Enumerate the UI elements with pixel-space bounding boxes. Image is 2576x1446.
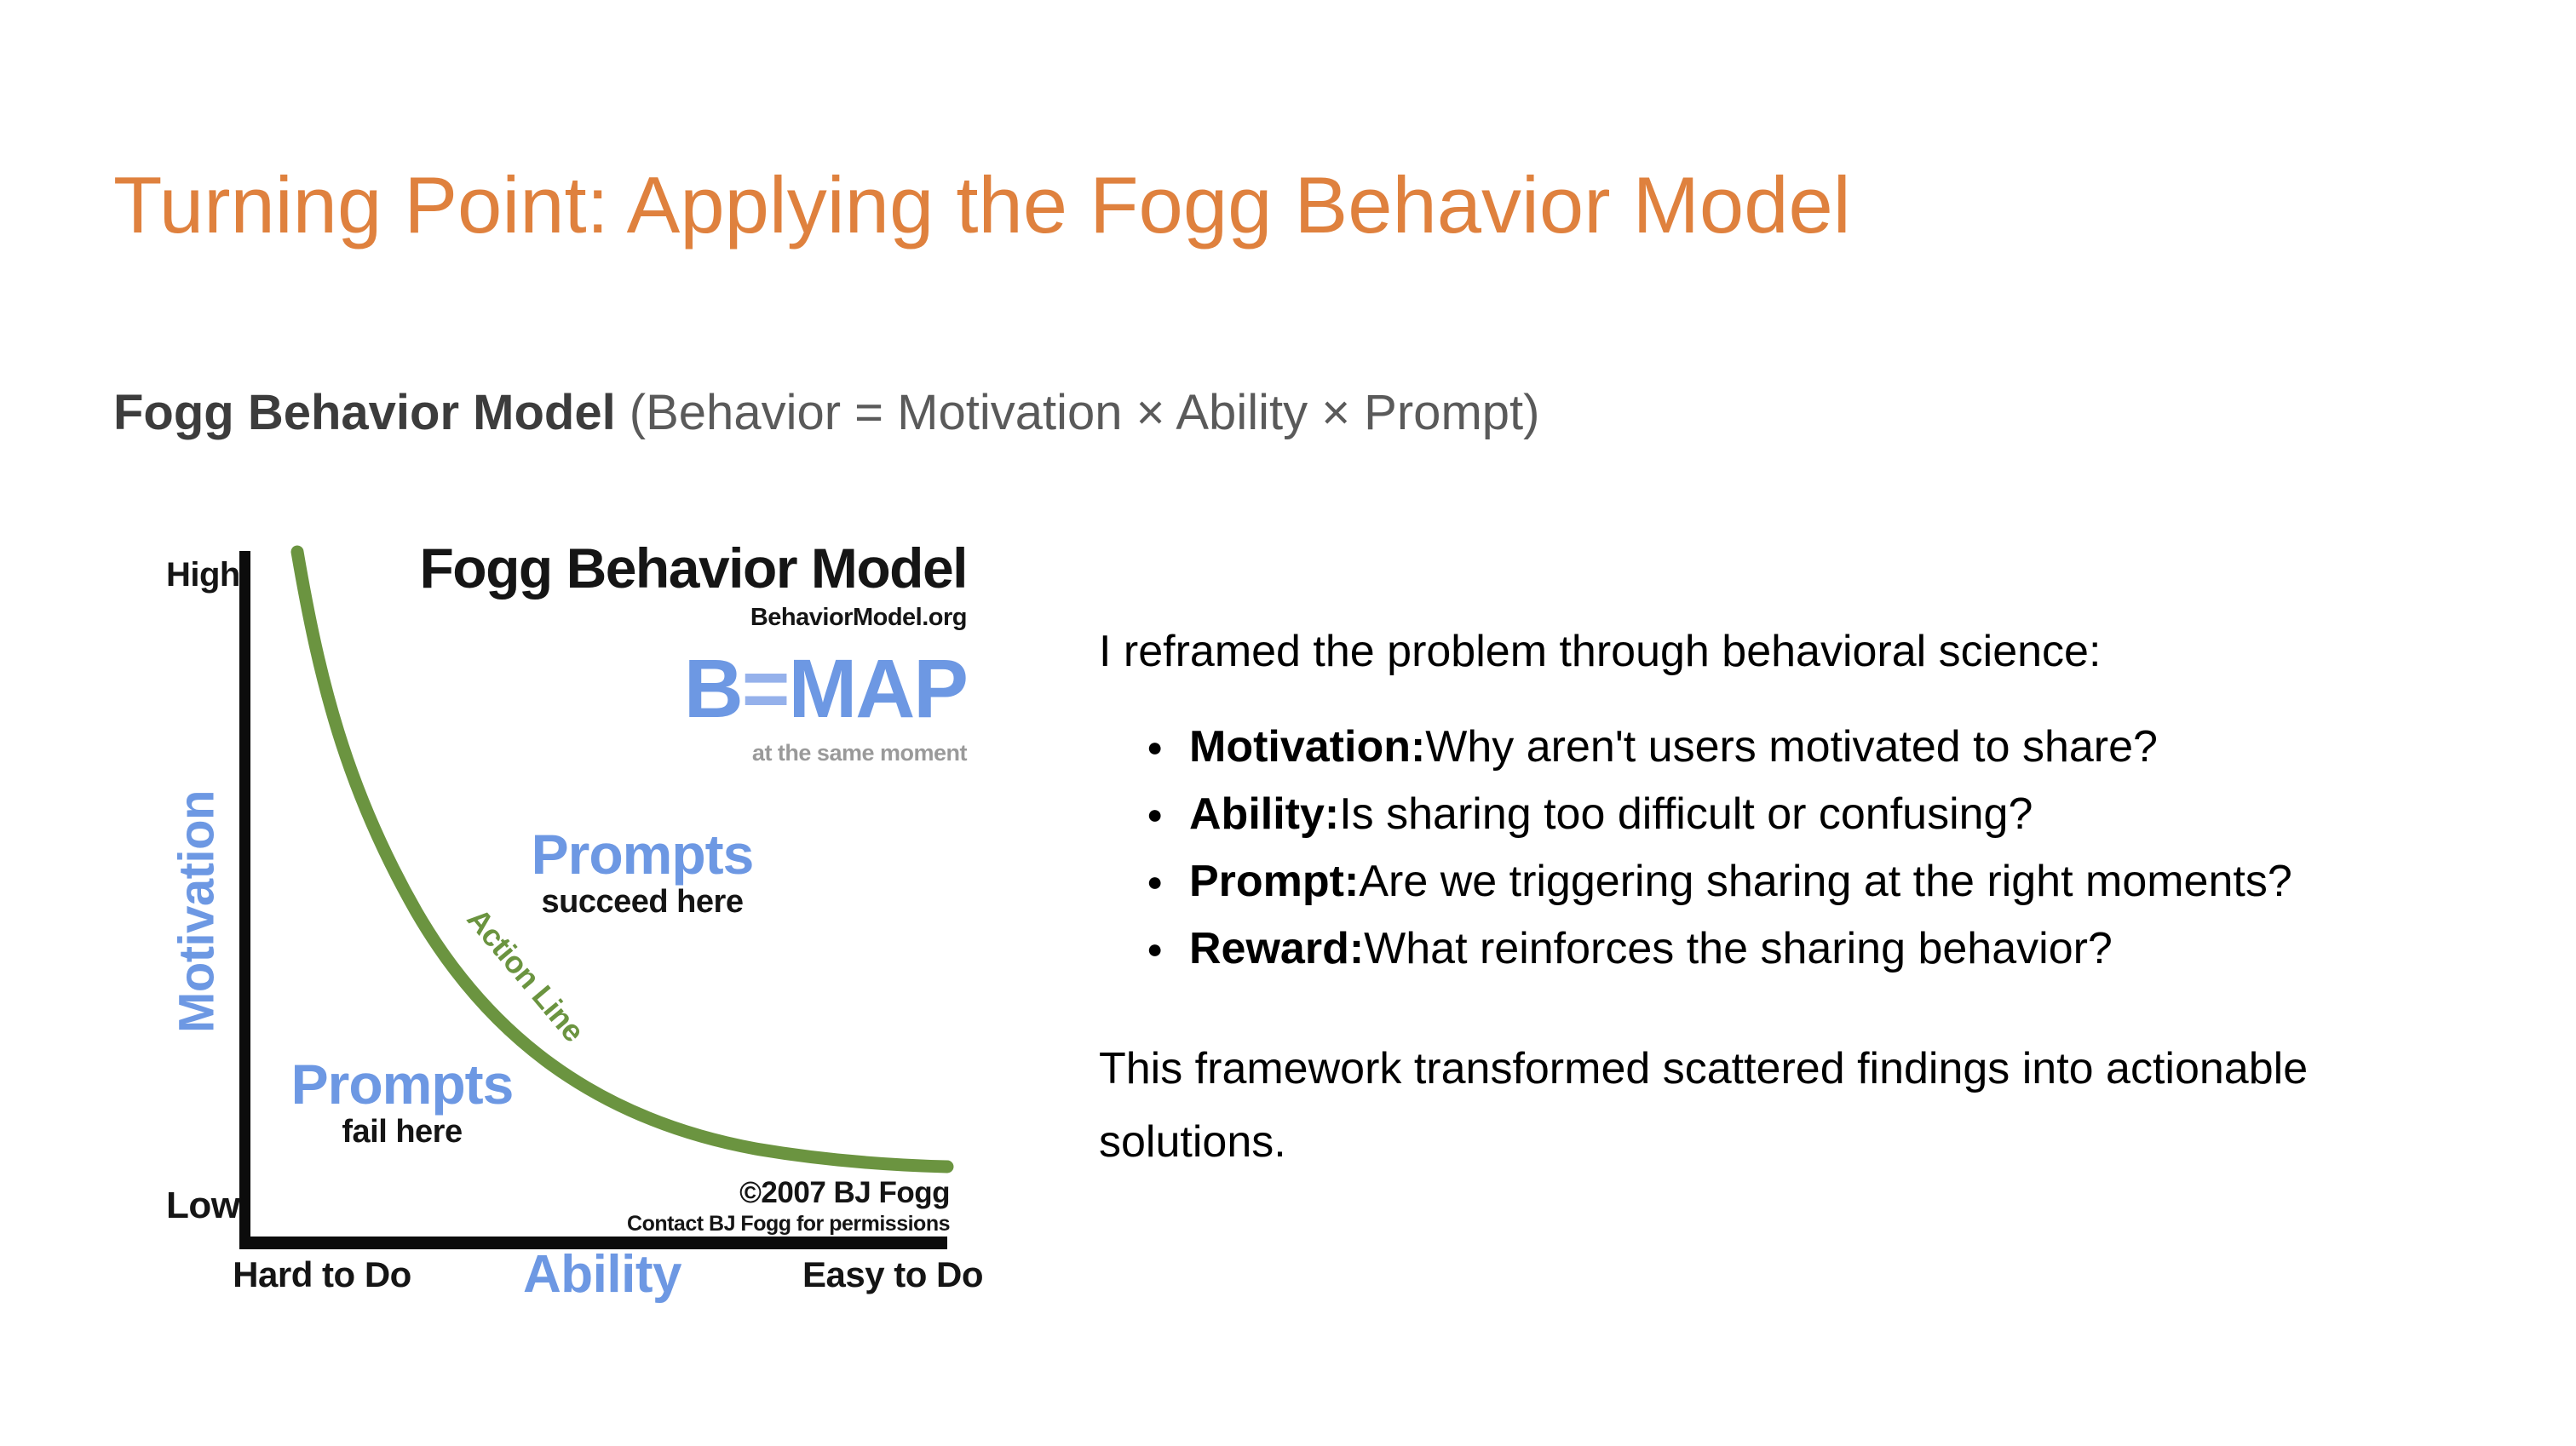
bullet-icon: ●	[1147, 866, 1164, 897]
outro-line-2: solutions.	[1099, 1117, 1286, 1167]
bullet-lead: Reward:	[1189, 924, 1365, 973]
subtitle-formula: (Behavior = Motivation × Ability × Promp…	[615, 385, 1540, 440]
figure-copyright: ©2007 BJ Fogg	[739, 1176, 950, 1209]
figure-permissions: Contact BJ Fogg for permissions	[627, 1212, 950, 1236]
x-axis-line	[239, 1237, 947, 1249]
bullet-icon: ●	[1147, 799, 1164, 829]
fogg-behavior-model-figure: High Low Motivation Fogg Behavior Model …	[142, 527, 988, 1336]
formula-map: MAP	[788, 642, 969, 735]
y-axis-title: Motivation	[169, 790, 225, 1033]
bmap-formula: B=MAP	[683, 642, 969, 735]
outro-line-1: This framework transformed scattered fin…	[1099, 1044, 2309, 1093]
bullet-lead: Motivation:	[1189, 722, 1426, 772]
formula-b: B	[683, 642, 744, 735]
bullet-icon: ●	[1147, 732, 1164, 762]
bullet-item-reward: ● Reward: What reinforces the sharing beh…	[1099, 915, 2547, 983]
y-axis-high-label: High	[166, 556, 240, 594]
intro-line: I reframed the problem through behaviora…	[1099, 627, 2102, 676]
x-axis-hard-label: Hard to Do	[233, 1254, 411, 1294]
x-axis-title: Ability	[523, 1245, 681, 1304]
y-axis-low-label: Low	[166, 1185, 240, 1226]
slide-subtitle: Fogg Behavior Model (Behavior = Motivati…	[113, 383, 1539, 443]
bullet-item-motivation: ● Motivation: Why aren't users motivated …	[1099, 714, 2547, 781]
bullet-text: Are we triggering sharing at the right m…	[1359, 857, 2292, 906]
figure-title: Fogg Behavior Model	[419, 537, 968, 600]
prompts-succeed-title: Prompts	[531, 823, 755, 886]
prompts-fail-caption: fail here	[342, 1114, 463, 1150]
bullet-text: Is sharing too difficult or confusing?	[1339, 789, 2033, 839]
prompts-succeed-group: Prompts succeed here	[506, 825, 779, 921]
body-text-column: I reframed the problem through behaviora…	[1099, 623, 2547, 1179]
prompts-fail-title: Prompts	[290, 1053, 515, 1116]
bullet-item-ability: ● Ability: Is sharing too difficult or co…	[1099, 781, 2547, 848]
bullet-item-prompt: ● Prompt: Are we triggering sharing at th…	[1099, 848, 2547, 915]
formula-equals: =	[741, 642, 791, 735]
bullet-text: What reinforces the sharing behavior?	[1364, 924, 2113, 973]
bullet-lead: Prompt:	[1189, 857, 1360, 906]
slide-title: Turning Point: Applying the Fogg Behavio…	[113, 160, 1851, 250]
subtitle-model-name: Fogg Behavior Model	[113, 385, 616, 440]
outro-paragraph: This framework transformed scattered fin…	[1099, 1032, 2547, 1179]
bullet-list: ● Motivation: Why aren't users motivated …	[1099, 714, 2547, 983]
prompts-fail-group: Prompts fail here	[266, 1055, 538, 1150]
figure-canvas	[239, 545, 954, 1249]
prompts-succeed-caption: succeed here	[541, 884, 744, 920]
x-axis-easy-label: Easy to Do	[802, 1254, 984, 1294]
bullet-text: Why aren't users motivated to share?	[1425, 722, 2158, 772]
bullet-icon: ●	[1147, 933, 1164, 964]
action-line-curve	[290, 545, 954, 1173]
y-axis-line	[239, 551, 250, 1249]
bullet-lead: Ability:	[1189, 789, 1340, 839]
figure-source: BehaviorModel.org	[750, 604, 968, 631]
formula-caption: at the same moment	[751, 740, 968, 766]
